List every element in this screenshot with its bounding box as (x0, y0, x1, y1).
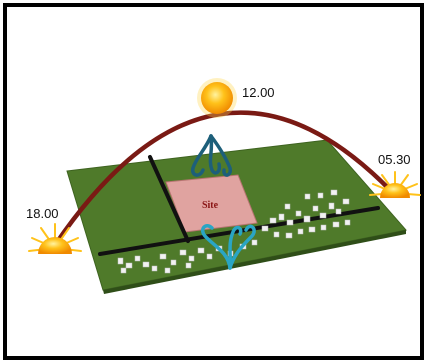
ground-plane-edge (103, 230, 406, 294)
sun-path-arc (52, 110, 395, 248)
rising-sun-icon (369, 171, 421, 198)
road-side (148, 155, 190, 243)
site-label: Site (202, 200, 219, 211)
morning-time-label: 05.30 (378, 152, 411, 167)
sun-icon (197, 78, 237, 118)
noon-time-label: 12.00 (242, 85, 275, 100)
wind-swirl-icon-south (200, 224, 256, 270)
site-plot (165, 174, 258, 233)
evening-time-label: 18.00 (26, 206, 59, 221)
wind-swirl-icon (190, 134, 233, 177)
setting-sun-icon (28, 223, 82, 254)
